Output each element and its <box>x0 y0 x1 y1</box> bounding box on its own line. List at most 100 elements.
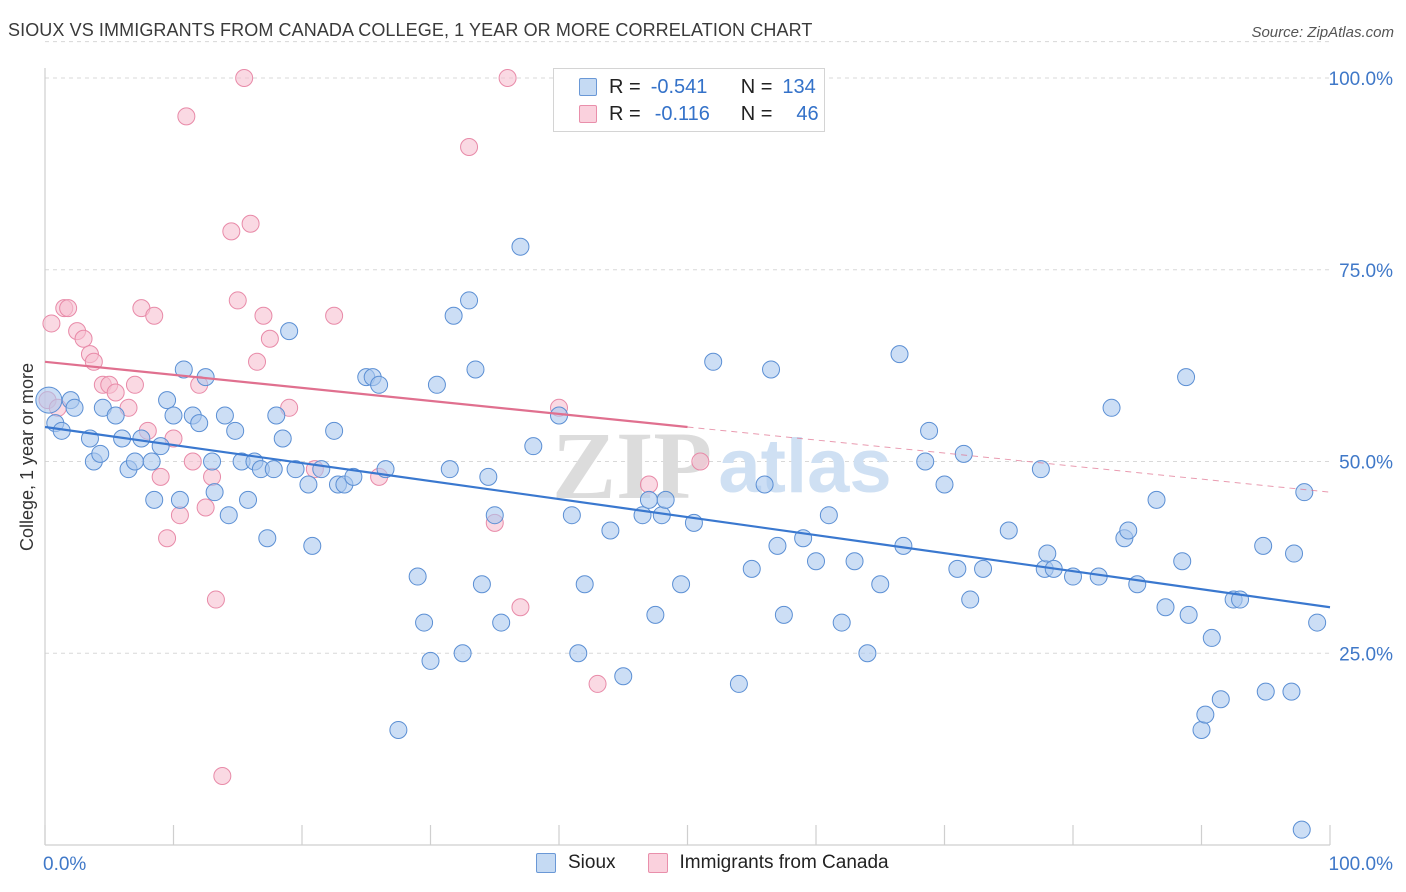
canada-r-label: R = <box>609 102 641 125</box>
canada-point <box>222 222 241 241</box>
watermark: ZIP atlas <box>552 412 892 519</box>
canada-point <box>235 69 254 87</box>
sioux-point <box>890 345 909 364</box>
sioux-point <box>819 506 838 525</box>
canada-point <box>213 766 232 785</box>
sioux-point <box>1173 552 1192 571</box>
canada-point <box>170 506 189 525</box>
sioux-point <box>389 720 408 739</box>
sioux-point <box>1295 483 1314 502</box>
sioux-point <box>1256 682 1275 701</box>
sioux-point <box>91 444 110 463</box>
sioux-point <box>999 521 1018 540</box>
canada-point <box>588 674 607 693</box>
sioux-point <box>1038 544 1057 563</box>
sioux-point <box>768 536 787 555</box>
series-sioux-points <box>35 237 1327 839</box>
sioux-point <box>35 386 63 414</box>
canada-point <box>498 69 517 87</box>
canada-point <box>241 214 260 233</box>
canada-point <box>177 107 196 126</box>
chart-legend: Sioux Immigrants from Canada <box>536 852 921 874</box>
canada-point <box>125 375 144 394</box>
sioux-point <box>258 529 277 548</box>
canada-point <box>42 314 61 333</box>
sioux-point <box>472 575 491 594</box>
sioux-point <box>1211 690 1230 709</box>
legend-sioux-swatch <box>536 853 556 873</box>
legend-item-sioux[interactable]: Sioux <box>536 852 616 874</box>
canada-point <box>254 306 273 325</box>
sioux-point <box>299 475 318 494</box>
sioux-point <box>106 406 125 425</box>
sioux-point <box>440 460 459 479</box>
sioux-point <box>492 613 511 632</box>
sioux-point <box>215 406 234 425</box>
sioux-point <box>164 406 183 425</box>
sioux-point <box>614 667 633 686</box>
sioux-point <box>562 506 581 525</box>
sioux-point <box>1282 682 1301 701</box>
sioux-point <box>203 452 222 471</box>
sioux-point <box>170 490 189 509</box>
sioux-point <box>742 559 761 578</box>
sioux-point <box>325 421 344 440</box>
sioux-point <box>1031 460 1050 479</box>
canada-point <box>145 306 164 325</box>
sioux-point <box>466 360 485 379</box>
sioux-point <box>639 490 658 509</box>
canada-swatch <box>579 105 597 123</box>
y-tick-label: 25.0% <box>1339 644 1393 665</box>
sioux-point <box>65 398 84 417</box>
sioux-point <box>485 506 504 525</box>
sioux-point <box>1147 490 1166 509</box>
sioux-point <box>460 291 479 310</box>
sioux-point <box>427 375 446 394</box>
sioux-point <box>704 352 723 371</box>
sioux-point <box>729 674 748 693</box>
sioux-point <box>1202 628 1221 647</box>
legend-item-canada[interactable]: Immigrants from Canada <box>647 852 889 874</box>
sioux-point <box>151 437 170 456</box>
sioux-point <box>344 467 363 486</box>
sioux-point <box>858 644 877 663</box>
sioux-point <box>1192 720 1211 739</box>
sioux-r-label: R = <box>609 75 641 98</box>
canada-point <box>203 467 222 486</box>
sioux-point <box>264 460 283 479</box>
sioux-point <box>158 391 177 410</box>
canada-point <box>74 329 93 348</box>
sioux-point <box>205 483 224 502</box>
sioux-swatch <box>579 78 597 96</box>
canada-point <box>59 299 78 318</box>
sioux-point <box>267 406 286 425</box>
y-tick-label: 100.0% <box>1329 69 1394 90</box>
sioux-point <box>569 644 588 663</box>
axis-layer: 25.0% 50.0% 75.0% 100.0% 0.0% 100.0% <box>43 68 1393 875</box>
x-tick-label: 100.0% <box>1329 854 1394 875</box>
canada-point <box>228 291 247 310</box>
y-tick-label: 50.0% <box>1339 453 1393 474</box>
chart-title: SIOUX VS IMMIGRANTS FROM CANADA COLLEGE,… <box>8 20 813 40</box>
canada-point <box>106 383 125 402</box>
sioux-point <box>219 506 238 525</box>
legend-canada-swatch <box>647 853 668 873</box>
sioux-point <box>1254 536 1273 555</box>
sioux-point <box>845 552 864 571</box>
sioux-point <box>415 613 434 632</box>
sioux-r-value: -0.541 <box>650 75 708 98</box>
canada-point <box>691 452 710 471</box>
watermark-atlas: atlas <box>718 424 891 509</box>
canada-point <box>460 138 479 157</box>
sioux-point <box>421 651 440 670</box>
sioux-point <box>303 536 322 555</box>
grid-layer <box>45 41 1330 654</box>
sioux-point <box>1102 398 1121 417</box>
sioux-point <box>774 605 793 624</box>
canada-point <box>325 306 344 325</box>
sioux-point <box>672 575 691 594</box>
sioux-point <box>132 429 151 448</box>
trend-layer <box>44 360 1331 609</box>
sioux-point <box>286 460 305 479</box>
